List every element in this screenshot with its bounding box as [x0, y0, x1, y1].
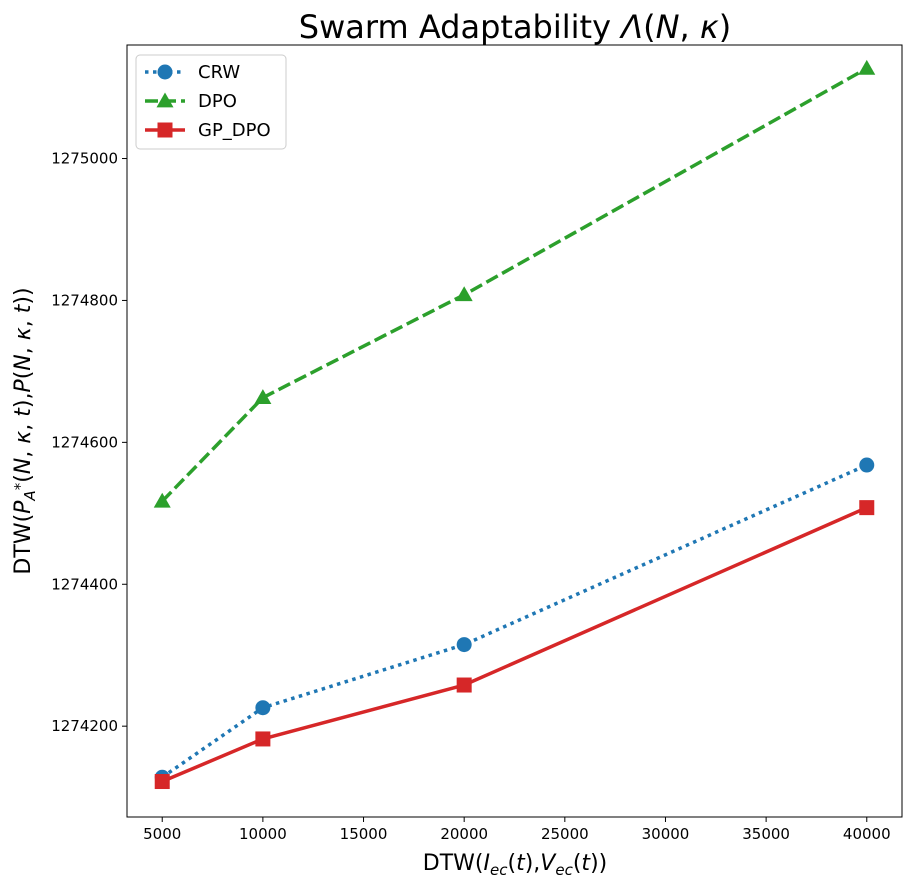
plot-area-frame — [126, 44, 903, 818]
series-line — [161, 506, 868, 784]
series-gp-dpo — [154, 500, 875, 790]
data-point-circle — [456, 637, 472, 653]
x-tick-label: 25000 — [541, 825, 589, 843]
data-point-square — [456, 677, 472, 693]
y-axis-ticks: 1274200 1274400 1274600 1274800 1275000 — [51, 150, 127, 735]
x-tick-label: 35000 — [742, 825, 790, 843]
y-axis-label: DTW(PA*(N, κ, t),P(N, κ, t)) — [11, 287, 39, 574]
legend-label: DPO — [198, 91, 237, 112]
legend-box — [135, 54, 287, 150]
x-tick-label: 20000 — [440, 825, 488, 843]
data-point-square — [255, 731, 271, 747]
x-tick-label: 15000 — [340, 825, 388, 843]
legend-entry: CRW — [145, 62, 240, 83]
legend-label: CRW — [198, 62, 240, 83]
data-point-triangle — [455, 286, 473, 302]
data-point-triangle — [153, 492, 171, 508]
data-point-square — [154, 774, 170, 790]
y-tick-label: 1274400 — [51, 575, 118, 593]
data-point-circle — [859, 457, 875, 473]
y-tick-label: 1275000 — [51, 150, 118, 168]
series-line — [161, 463, 868, 779]
series-layer — [153, 59, 876, 790]
y-tick-label: 1274800 — [51, 291, 118, 309]
legend-marker — [157, 64, 173, 80]
legend-label: GP_DPO — [198, 120, 271, 141]
x-axis-label: DTW(Iec(t),Vec(t)) — [423, 851, 607, 879]
x-tick-label: 5000 — [143, 825, 181, 843]
chart-title: Swarm Adaptability Λ(N, κ) — [299, 8, 731, 46]
legend: CRW DPO GP_DPO — [135, 54, 287, 150]
x-tick-label: 10000 — [239, 825, 287, 843]
data-point-triangle — [254, 389, 272, 405]
legend-marker — [156, 92, 174, 108]
legend-entry: DPO — [145, 91, 237, 112]
x-tick-label: 40000 — [843, 825, 891, 843]
y-tick-label: 1274200 — [51, 717, 118, 735]
x-tick-label: 30000 — [642, 825, 690, 843]
y-tick-label: 1274600 — [51, 433, 118, 451]
series-dpo — [153, 59, 876, 508]
legend-marker — [157, 122, 173, 138]
data-point-triangle — [858, 59, 876, 75]
data-point-circle — [255, 700, 271, 716]
series-line — [160, 66, 868, 503]
x-axis-ticks: 5000 10000 15000 20000 25000 30000 35000 40000 — [143, 817, 891, 843]
data-point-square — [859, 500, 875, 516]
legend-entry: GP_DPO — [145, 120, 271, 141]
